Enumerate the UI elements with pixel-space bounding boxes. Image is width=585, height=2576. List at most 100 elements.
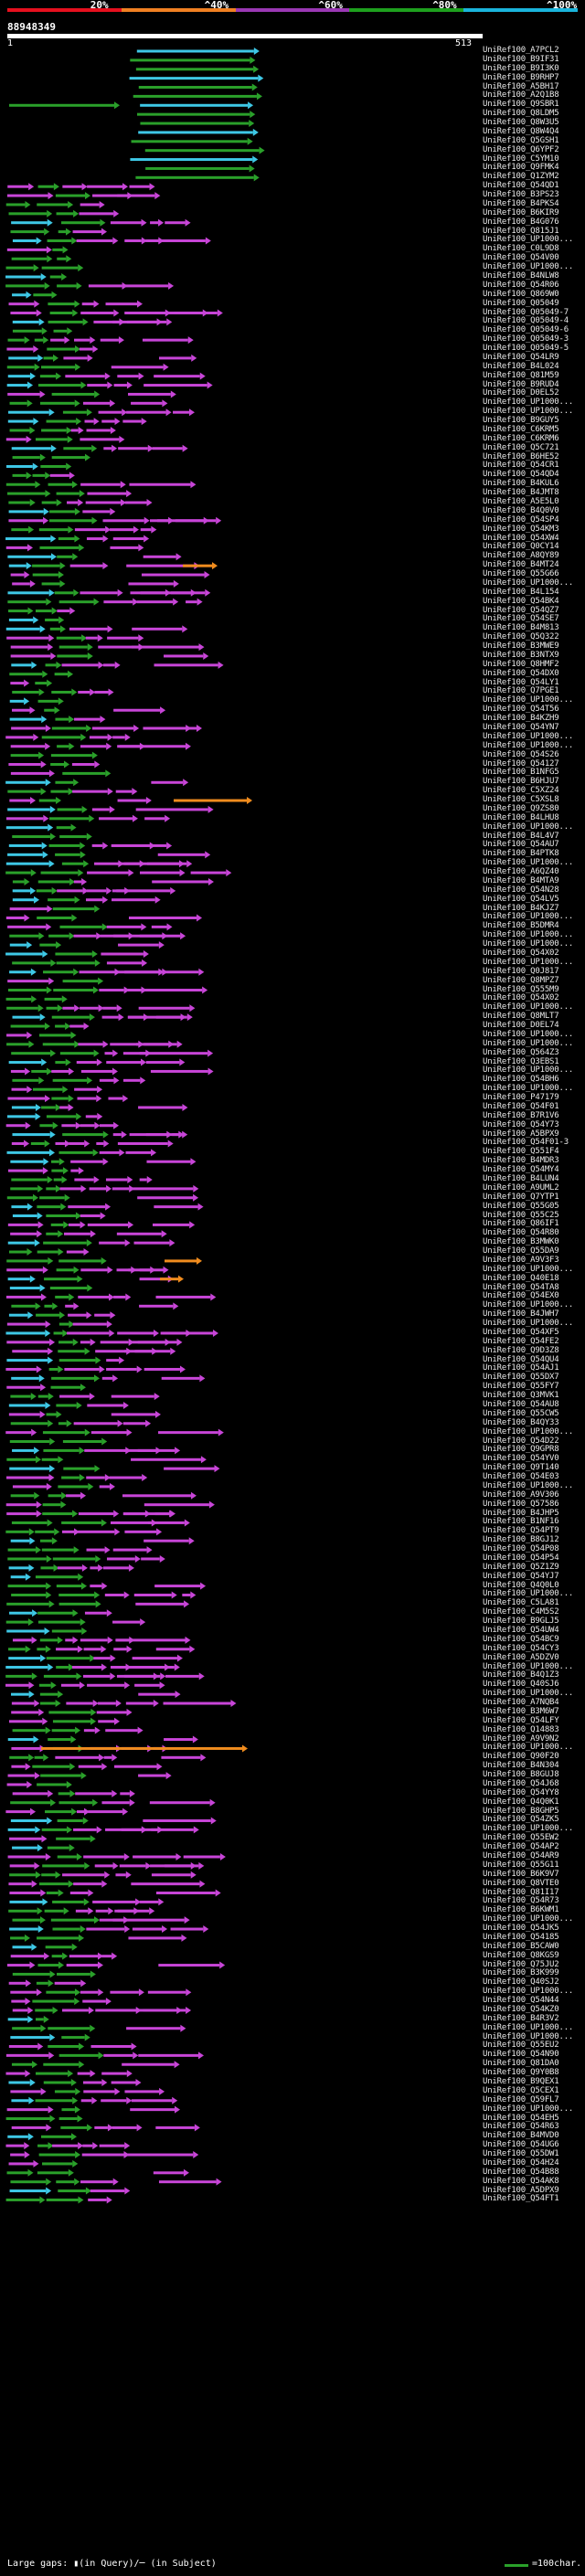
hit-label[interactable]: UniRef100_Q8MLT7 — [483, 1012, 559, 1022]
hit-row[interactable]: UniRef100_UP1000... — [0, 578, 585, 588]
hit-row[interactable]: UniRef100_C5XZ24 — [0, 786, 585, 796]
hit-row[interactable]: UniRef100_Q54AU8 — [0, 1400, 585, 1410]
hit-label[interactable]: UniRef100_Q54MY4 — [483, 1165, 559, 1175]
hit-label[interactable]: UniRef100_B4KJZ7 — [483, 903, 559, 913]
hit-label[interactable]: UniRef100_Q54P54 — [483, 1553, 559, 1563]
hit-label[interactable]: UniRef100_Q3EBS1 — [483, 1056, 559, 1066]
hit-label[interactable]: UniRef100_Q54TA8 — [483, 1282, 559, 1292]
hit-row[interactable]: UniRef100_Q8LDM5 — [0, 109, 585, 119]
hit-label[interactable]: UniRef100_Q54PT9 — [483, 1526, 559, 1536]
hit-row[interactable]: UniRef100_Q54185 — [0, 1933, 585, 1943]
hit-row[interactable]: UniRef100_Q54CY3 — [0, 1644, 585, 1654]
hit-label[interactable]: UniRef100_Q05049-7 — [483, 307, 569, 317]
hit-label[interactable]: UniRef100_Q54S26 — [483, 749, 559, 759]
hit-label[interactable]: UniRef100_Q8W4Q4 — [483, 126, 559, 136]
hit-label[interactable]: UniRef100_Q54YY8 — [483, 1787, 559, 1797]
hit-label[interactable]: UniRef100_Q5C721 — [483, 442, 559, 452]
hit-row[interactable]: UniRef100_B3NTX9 — [0, 650, 585, 661]
hit-row[interactable]: UniRef100_B6HE52 — [0, 452, 585, 462]
hit-row[interactable]: UniRef100_Q9D3Z8 — [0, 1346, 585, 1356]
hit-row[interactable]: UniRef100_B7R1V6 — [0, 1111, 585, 1121]
hit-label[interactable]: UniRef100_Q54LFY — [483, 1715, 559, 1725]
hit-row[interactable]: UniRef100_UP1000... — [0, 1662, 585, 1672]
hit-row[interactable]: UniRef100_Q54S26 — [0, 749, 585, 760]
hit-label[interactable]: UniRef100_Q05049 — [483, 298, 559, 308]
hit-label[interactable]: UniRef100_UP1000... — [483, 1824, 574, 1834]
hit-label[interactable]: UniRef100_Q54P08 — [483, 1544, 559, 1554]
hit-label[interactable]: UniRef100_Q40E18 — [483, 1273, 559, 1283]
hit-label[interactable]: UniRef100_Q55DX7 — [483, 1373, 559, 1383]
hit-label[interactable]: UniRef100_C6KRM5 — [483, 424, 559, 434]
hit-row[interactable]: UniRef100_Q551F4 — [0, 1147, 585, 1157]
hit-row[interactable]: UniRef100_Q54B88 — [0, 2168, 585, 2178]
hit-row[interactable]: UniRef100_C6KRM5 — [0, 424, 585, 435]
hit-label[interactable]: UniRef100_Q551F4 — [483, 1147, 559, 1157]
hit-label[interactable]: UniRef100_B5DMR4 — [483, 921, 559, 931]
hit-row[interactable]: UniRef100_Q869W0 — [0, 290, 585, 300]
hit-label[interactable]: UniRef100_UP1000... — [483, 1426, 574, 1436]
hit-label[interactable]: UniRef100_Q55DW1 — [483, 2149, 559, 2159]
hit-row[interactable]: UniRef100_Q5C721 — [0, 442, 585, 453]
hit-row[interactable]: UniRef100_Q55C25 — [0, 1210, 585, 1221]
hit-row[interactable]: UniRef100_B3K999 — [0, 1968, 585, 1978]
hit-row[interactable]: UniRef100_UP1000... — [0, 1987, 585, 1997]
hit-label[interactable]: UniRef100_Q54YV0 — [483, 1454, 559, 1464]
hit-row[interactable]: UniRef100_C5LA81 — [0, 1598, 585, 1608]
hit-label[interactable]: UniRef100_Q8W3U5 — [483, 118, 559, 128]
hit-row[interactable]: UniRef100_Q54BC9 — [0, 1635, 585, 1645]
hit-label[interactable]: UniRef100_UP1000... — [483, 858, 574, 868]
hit-row[interactable]: UniRef100_Q54EH5 — [0, 2114, 585, 2124]
hit-label[interactable]: UniRef100_Q54LV5 — [483, 894, 559, 904]
hit-row[interactable]: UniRef100_B4JMT8 — [0, 488, 585, 498]
hit-row[interactable]: UniRef100_Q54YV0 — [0, 1454, 585, 1464]
hit-row[interactable]: UniRef100_Q54R06 — [0, 281, 585, 291]
hit-row[interactable]: UniRef100_Q54T56 — [0, 705, 585, 715]
hit-label[interactable]: UniRef100_C0L9D8 — [483, 244, 559, 254]
hit-label[interactable]: UniRef100_UP1000... — [483, 398, 574, 408]
hit-row[interactable]: UniRef100_Q6YPF2 — [0, 145, 585, 155]
hit-label[interactable]: UniRef100_Q5GSH1 — [483, 135, 559, 145]
hit-label[interactable]: UniRef100_A8QY89 — [483, 551, 559, 561]
hit-row[interactable]: UniRef100_Q54R80 — [0, 1228, 585, 1238]
hit-row[interactable]: UniRef100_A2Q1B8 — [0, 90, 585, 101]
hit-row[interactable]: UniRef100_C5YM10 — [0, 154, 585, 164]
hit-label[interactable]: UniRef100_Q55EW2 — [483, 1833, 559, 1843]
hit-label[interactable]: UniRef100_A9V9N2 — [483, 1733, 559, 1744]
hit-label[interactable]: UniRef100_B3MWK0 — [483, 1237, 559, 1247]
hit-row[interactable]: UniRef100_UP1000... — [0, 1265, 585, 1275]
hit-label[interactable]: UniRef100_UP1000... — [483, 695, 574, 705]
hit-row[interactable]: UniRef100_B4JWH7 — [0, 1309, 585, 1320]
hit-label[interactable]: UniRef100_UP1000... — [483, 740, 574, 750]
hit-label[interactable]: UniRef100_B3NTX9 — [483, 650, 559, 660]
hit-label[interactable]: UniRef100_Q57586 — [483, 1499, 559, 1509]
hit-label[interactable]: UniRef100_B6K9V7 — [483, 1869, 559, 1879]
hit-label[interactable]: UniRef100_A5DPX9 — [483, 2185, 559, 2195]
hit-label[interactable]: UniRef100_Q54N90 — [483, 2050, 559, 2060]
hit-label[interactable]: UniRef100_B4JHP5 — [483, 1508, 559, 1518]
hit-label[interactable]: UniRef100_Q54V00 — [483, 253, 559, 263]
hit-label[interactable]: UniRef100_A7PCL2 — [483, 46, 559, 55]
hit-row[interactable]: UniRef100_Q5Z1Z9 — [0, 1563, 585, 1573]
hit-row[interactable]: UniRef100_B4G076 — [0, 217, 585, 228]
hit-row[interactable]: UniRef100_Q54J68 — [0, 1779, 585, 1789]
hit-row[interactable]: UniRef100_Q55EU2 — [0, 2041, 585, 2051]
hit-label[interactable]: UniRef100_B4JWH7 — [483, 1309, 559, 1320]
hit-label[interactable]: UniRef100_P47179 — [483, 1093, 559, 1103]
hit-label[interactable]: UniRef100_Q8HMF2 — [483, 659, 559, 669]
hit-row[interactable]: UniRef100_B4MTA9 — [0, 876, 585, 886]
hit-label[interactable]: UniRef100_UP1000... — [483, 2022, 574, 2032]
hit-row[interactable]: UniRef100_B9QEX1 — [0, 2077, 585, 2087]
hit-row[interactable]: UniRef100_Q55G05 — [0, 1202, 585, 1212]
hit-row[interactable]: UniRef100_Q05049-4 — [0, 316, 585, 326]
hit-label[interactable]: UniRef100_B9GLJ5 — [483, 1617, 559, 1627]
hit-row[interactable]: UniRef100_Q54FE2 — [0, 1337, 585, 1347]
hit-label[interactable]: UniRef100_Q55C25 — [483, 1210, 559, 1220]
hit-label[interactable]: UniRef100_Q54LR9 — [483, 352, 559, 362]
hit-row[interactable]: UniRef100_A7NQB4 — [0, 1698, 585, 1708]
hit-row[interactable]: UniRef100_UP1000... — [0, 1319, 585, 1329]
hit-row[interactable]: UniRef100_B3MWK0 — [0, 1237, 585, 1247]
hit-label[interactable]: UniRef100_B8GJ12 — [483, 1535, 559, 1545]
hit-label[interactable]: UniRef100_B8GUJ8 — [483, 1770, 559, 1780]
hit-row[interactable]: UniRef100_Q8MLT7 — [0, 1012, 585, 1022]
hit-row[interactable]: UniRef100_Q54YY8 — [0, 1787, 585, 1798]
